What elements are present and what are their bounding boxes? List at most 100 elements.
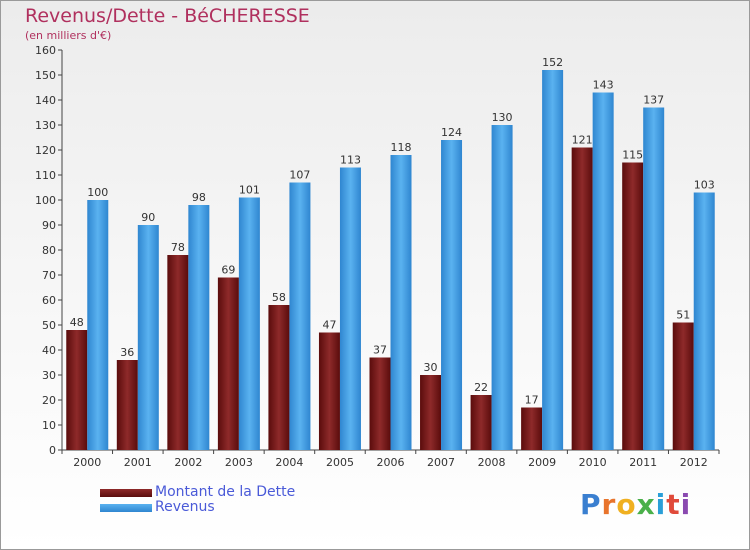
bar-dette bbox=[571, 147, 593, 450]
x-tick-label: 2003 bbox=[225, 456, 253, 469]
chart-title: Revenus/Dette - BéCHERESSE bbox=[25, 5, 310, 27]
bar-revenus bbox=[289, 182, 311, 450]
bar-revenus bbox=[137, 225, 159, 450]
x-tick-label: 2002 bbox=[174, 456, 202, 469]
data-label-dette: 78 bbox=[171, 241, 185, 254]
bar-dette bbox=[318, 332, 340, 450]
data-label-dette: 115 bbox=[622, 149, 643, 162]
y-tick-label: 130 bbox=[35, 119, 56, 132]
data-label-revenus: 124 bbox=[441, 126, 462, 139]
data-label-dette: 36 bbox=[120, 346, 134, 359]
y-axis: 0 10 20 30 40 50 60 70 80 90 100 110 120 130 140 150 160 bbox=[35, 44, 63, 457]
data-label-revenus: 152 bbox=[542, 56, 563, 69]
bar-revenus bbox=[542, 70, 564, 450]
data-label-dette: 121 bbox=[572, 134, 593, 147]
data-label-dette: 37 bbox=[373, 344, 387, 357]
logo-letter: i bbox=[655, 488, 667, 521]
bar-revenus bbox=[592, 92, 614, 450]
bar-dette bbox=[369, 357, 391, 450]
data-label-revenus: 101 bbox=[239, 184, 260, 197]
y-tick-label: 160 bbox=[35, 44, 56, 57]
bar-chart: 0 10 20 30 40 50 60 70 80 90 100 110 120 130 140 150 160… bbox=[35, 44, 720, 469]
legend-label-revenus: Revenus bbox=[155, 499, 215, 515]
x-tick-label: 2006 bbox=[377, 456, 405, 469]
x-tick-label: 2008 bbox=[478, 456, 506, 469]
y-tick-label: 30 bbox=[42, 369, 56, 382]
bar-revenus bbox=[643, 107, 665, 450]
y-tick-label: 120 bbox=[35, 144, 56, 157]
y-tick-label: 50 bbox=[42, 319, 56, 332]
y-tick-label: 20 bbox=[42, 394, 56, 407]
data-label-dette: 47 bbox=[322, 319, 336, 332]
bar-dette bbox=[672, 322, 694, 450]
data-label-revenus: 100 bbox=[87, 186, 108, 199]
data-label-dette: 17 bbox=[525, 394, 539, 407]
bar-dette bbox=[66, 330, 88, 450]
data-labels-group: 48 100 36 90 78 98 69 101 58 107 47 113 37 118 30 124 22… bbox=[70, 56, 715, 407]
x-axis: 2000 2001 2002 2003 2004 2005 2006 2007 2008 2009… bbox=[61, 449, 720, 469]
bars-group bbox=[66, 70, 715, 450]
bar-dette bbox=[420, 375, 442, 450]
data-label-revenus: 137 bbox=[643, 94, 664, 107]
data-label-revenus: 107 bbox=[289, 169, 310, 182]
bar-dette bbox=[116, 360, 138, 450]
data-label-revenus: 118 bbox=[391, 141, 412, 154]
x-tick-label: 2011 bbox=[629, 456, 657, 469]
data-label-dette: 58 bbox=[272, 291, 286, 304]
y-tick-label: 60 bbox=[42, 294, 56, 307]
bar-dette bbox=[217, 277, 239, 450]
y-tick-label: 90 bbox=[42, 219, 56, 232]
x-tick-label: 2001 bbox=[124, 456, 152, 469]
logo-letter: r bbox=[601, 488, 617, 521]
data-label-dette: 48 bbox=[70, 316, 84, 329]
logo-letter: o bbox=[616, 488, 637, 521]
bar-revenus bbox=[87, 200, 109, 450]
data-label-dette: 30 bbox=[424, 361, 438, 374]
bar-revenus bbox=[238, 197, 260, 450]
logo-letter: P bbox=[580, 488, 602, 521]
legend-label-debt: Montant de la Dette bbox=[155, 484, 296, 500]
chart-subtitle: (en milliers d'€) bbox=[25, 29, 112, 42]
y-tick-label: 150 bbox=[35, 69, 56, 82]
data-label-revenus: 143 bbox=[593, 79, 614, 92]
y-tick-label: 10 bbox=[42, 419, 56, 432]
x-tick-label: 2012 bbox=[680, 456, 708, 469]
legend-swatch-debt bbox=[100, 489, 152, 497]
y-tick-label: 40 bbox=[42, 344, 56, 357]
bar-dette bbox=[521, 407, 543, 450]
proxiti-logo: Proxiti bbox=[580, 488, 691, 521]
bar-revenus bbox=[441, 140, 463, 450]
data-label-dette: 69 bbox=[221, 264, 235, 277]
x-tick-label: 2005 bbox=[326, 456, 354, 469]
bar-revenus bbox=[188, 205, 210, 450]
bar-revenus bbox=[693, 192, 715, 450]
y-tick-label: 70 bbox=[42, 269, 56, 282]
y-tick-label: 140 bbox=[35, 94, 56, 107]
data-label-dette: 51 bbox=[676, 309, 690, 322]
bar-dette bbox=[470, 395, 492, 450]
logo-letter: t bbox=[666, 488, 681, 521]
x-tick-label: 2004 bbox=[275, 456, 303, 469]
y-tick-label: 110 bbox=[35, 169, 56, 182]
data-label-dette: 22 bbox=[474, 381, 488, 394]
bar-revenus bbox=[491, 125, 513, 450]
data-label-revenus: 90 bbox=[141, 211, 155, 224]
bar-revenus bbox=[390, 155, 412, 450]
x-tick-label: 2000 bbox=[73, 456, 101, 469]
x-tick-label: 2010 bbox=[579, 456, 607, 469]
y-tick-label: 80 bbox=[42, 244, 56, 257]
data-label-revenus: 103 bbox=[694, 179, 715, 192]
y-tick-label: 0 bbox=[49, 444, 56, 457]
logo-letter: x bbox=[636, 488, 656, 521]
legend-swatch-revenus bbox=[100, 504, 152, 512]
x-tick-label: 2007 bbox=[427, 456, 455, 469]
bar-dette bbox=[167, 255, 189, 450]
data-label-revenus: 113 bbox=[340, 154, 361, 167]
logo-letter: i bbox=[680, 488, 692, 521]
x-tick-label: 2009 bbox=[528, 456, 556, 469]
bar-dette bbox=[622, 162, 644, 450]
data-label-revenus: 98 bbox=[192, 191, 206, 204]
bar-revenus bbox=[339, 167, 361, 450]
y-tick-label: 100 bbox=[35, 194, 56, 207]
bar-dette bbox=[268, 305, 290, 450]
